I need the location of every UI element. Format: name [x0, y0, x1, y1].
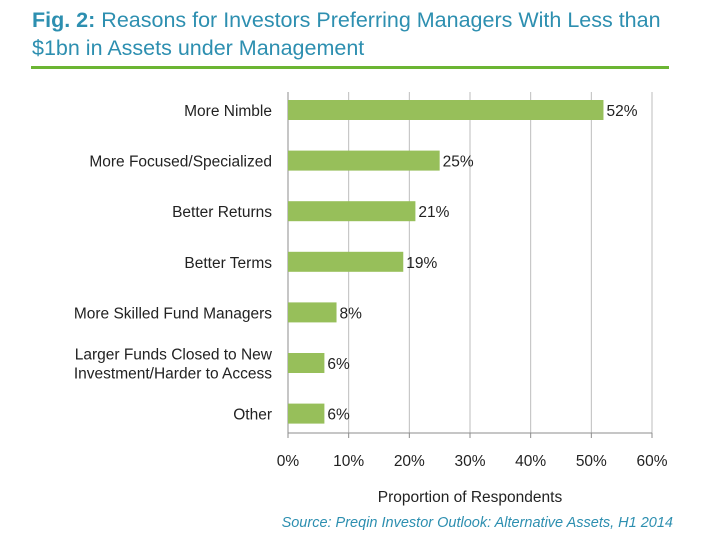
source-note: Source: Preqin Investor Outlook: Alterna… — [281, 515, 673, 531]
category-label: More Skilled Fund Managers — [74, 305, 272, 322]
bar — [288, 353, 325, 373]
category-label: Better Returns — [172, 204, 272, 221]
bar-value-label: 25% — [443, 154, 474, 171]
category-label: Other — [233, 407, 272, 424]
category-label: Better Terms — [184, 255, 272, 272]
bar — [288, 100, 604, 120]
bar — [288, 201, 416, 222]
x-tick-label: 10% — [333, 453, 364, 470]
bar — [288, 150, 440, 171]
bar-value-label: 8% — [340, 305, 363, 322]
bar-value-label: 21% — [418, 204, 449, 221]
x-tick-label: 30% — [454, 453, 485, 470]
category-label: More Focused/Specialized — [89, 154, 272, 171]
bar — [288, 403, 325, 424]
chart-title: Fig. 2: Reasons for Investors Preferring… — [32, 6, 692, 62]
category-label: More Nimble — [184, 103, 272, 120]
x-tick-label: 40% — [515, 453, 546, 470]
bar-value-label: 6% — [327, 407, 350, 424]
category-label: Larger Funds Closed to New — [75, 347, 273, 364]
x-axis-title: Proportion of Respondents — [378, 489, 563, 506]
x-tick-label: 60% — [636, 453, 667, 470]
category-label: Investment/Harder to Access — [74, 366, 272, 383]
bar — [288, 302, 337, 323]
x-tick-label: 20% — [394, 453, 425, 470]
title-divider — [31, 66, 669, 69]
bar — [288, 251, 404, 272]
figure-number: Fig. 2: — [32, 8, 96, 32]
bar-value-label: 19% — [406, 255, 437, 272]
x-tick-label: 50% — [576, 453, 607, 470]
bar-value-label: 6% — [327, 356, 350, 373]
title-text: Reasons for Investors Preferring Manager… — [32, 8, 661, 60]
x-tick-label: 0% — [277, 453, 300, 470]
bar-value-label: 52% — [606, 103, 637, 120]
